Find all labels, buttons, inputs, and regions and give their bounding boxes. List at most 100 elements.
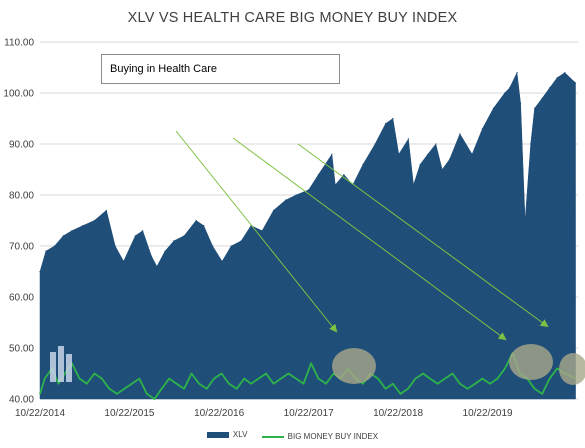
legend-label-xlv: XLV bbox=[232, 430, 248, 439]
xlv-point bbox=[308, 189, 310, 191]
big-money-point bbox=[57, 383, 60, 385]
xlv-point bbox=[516, 72, 518, 74]
big-money-point bbox=[481, 378, 483, 380]
big-money-point bbox=[78, 378, 81, 380]
big-money-point bbox=[489, 383, 491, 385]
big-money-point bbox=[273, 383, 275, 385]
xlv-point bbox=[492, 107, 494, 109]
xlv-point bbox=[156, 265, 158, 267]
x-tick-label: 10/22/2018 bbox=[373, 408, 423, 419]
big-money-point bbox=[317, 378, 319, 380]
big-money-point bbox=[183, 388, 185, 390]
big-money-point bbox=[310, 362, 312, 364]
xlv-point bbox=[123, 260, 125, 262]
big-money-point bbox=[221, 372, 223, 375]
big-money-point bbox=[466, 388, 469, 390]
big-money-point bbox=[123, 388, 125, 390]
big-money-point bbox=[541, 393, 543, 395]
big-money-point bbox=[243, 378, 245, 380]
logo-bar bbox=[66, 354, 72, 382]
y-tick-label: 80.00 bbox=[9, 191, 34, 202]
xlv-point bbox=[150, 255, 153, 257]
xlv-point bbox=[392, 117, 394, 120]
big-money-point bbox=[198, 383, 200, 385]
xlv-point bbox=[71, 230, 73, 232]
xlv-point bbox=[240, 240, 242, 242]
legend: XLV BIG MONEY BUY INDEX bbox=[0, 430, 585, 441]
xlv-point bbox=[212, 245, 214, 247]
annotation-box: Buying in Health Care bbox=[101, 54, 340, 84]
big-money-point bbox=[422, 372, 424, 375]
highlight-circle-2 bbox=[559, 353, 585, 385]
big-money-point bbox=[459, 383, 461, 385]
y-tick-label: 70.00 bbox=[9, 242, 34, 253]
xlv-point bbox=[504, 92, 506, 94]
y-tick-label: 110.00 bbox=[4, 38, 34, 49]
xlv-point bbox=[195, 219, 197, 222]
xlv-point bbox=[334, 184, 336, 186]
xlv-point bbox=[134, 235, 136, 237]
xlv-point bbox=[45, 250, 47, 252]
annotation-overlays bbox=[50, 130, 585, 385]
xlv-point bbox=[556, 77, 558, 79]
xlv-point bbox=[471, 153, 473, 155]
big-money-point bbox=[496, 378, 498, 380]
big-money-point bbox=[474, 383, 476, 385]
y-tick-label: 90.00 bbox=[9, 140, 34, 151]
legend-item-xlv: XLV bbox=[206, 430, 248, 439]
x-tick-label: 10/22/2016 bbox=[194, 408, 244, 419]
big-money-point bbox=[86, 383, 88, 385]
legend-label-big-money: BIG MONEY BUY INDEX bbox=[287, 432, 379, 441]
big-money-point bbox=[44, 378, 46, 380]
legend-swatch-xlv bbox=[206, 431, 229, 438]
big-money-point bbox=[302, 383, 305, 385]
big-money-point bbox=[138, 378, 140, 380]
big-money-point bbox=[265, 372, 267, 375]
xlv-point bbox=[343, 174, 345, 176]
big-money-point bbox=[168, 378, 170, 380]
big-money-point bbox=[236, 388, 238, 390]
y-tick-label: 60.00 bbox=[9, 293, 34, 304]
xlv-point bbox=[164, 250, 166, 252]
xlv-point bbox=[541, 97, 543, 99]
arrow-2 bbox=[297, 143, 549, 328]
highlight-circle-1 bbox=[509, 344, 553, 380]
y-tick-label: 40.00 bbox=[9, 395, 34, 406]
xlv-point bbox=[435, 143, 437, 145]
xlv-point bbox=[374, 143, 376, 145]
xlv-point bbox=[524, 219, 526, 222]
arrow-1 bbox=[232, 137, 507, 341]
xlv-point bbox=[221, 260, 223, 262]
xlv-point bbox=[427, 153, 429, 155]
x-tick-label: 10/22/2019 bbox=[463, 408, 513, 419]
big-money-point bbox=[93, 372, 95, 375]
xlv-point bbox=[407, 138, 409, 140]
big-money-point bbox=[504, 367, 506, 369]
big-money-point bbox=[131, 383, 133, 385]
big-money-point bbox=[362, 383, 364, 385]
xlv-point bbox=[142, 230, 144, 232]
big-money-point bbox=[444, 378, 446, 380]
xlv-point bbox=[317, 174, 319, 176]
xlv-point bbox=[459, 133, 461, 135]
legend-swatch-big-money bbox=[261, 435, 284, 438]
y-tick-label: 100.00 bbox=[3, 89, 34, 100]
xlv-point bbox=[509, 87, 511, 89]
xlv-point bbox=[273, 209, 275, 211]
logo-icon bbox=[50, 346, 72, 382]
x-tick-label: 10/22/2017 bbox=[284, 408, 334, 419]
logo-bar bbox=[50, 352, 56, 382]
xlv-point bbox=[362, 163, 364, 165]
xlv-point bbox=[105, 209, 107, 211]
xlv-point bbox=[419, 163, 421, 165]
big-money-point bbox=[108, 388, 110, 390]
big-money-point bbox=[399, 393, 402, 395]
y-axis-ticks: 40.00 50.00 60.00 70.00 80.00 90.00 100.00 110.… bbox=[3, 38, 34, 406]
xlv-point bbox=[331, 153, 333, 155]
xlv-point bbox=[261, 230, 263, 232]
xlv-point bbox=[549, 87, 551, 89]
big-money-point bbox=[280, 378, 282, 380]
xlv-point bbox=[285, 199, 287, 201]
big-money-point bbox=[213, 378, 215, 380]
big-money-point bbox=[161, 388, 163, 390]
